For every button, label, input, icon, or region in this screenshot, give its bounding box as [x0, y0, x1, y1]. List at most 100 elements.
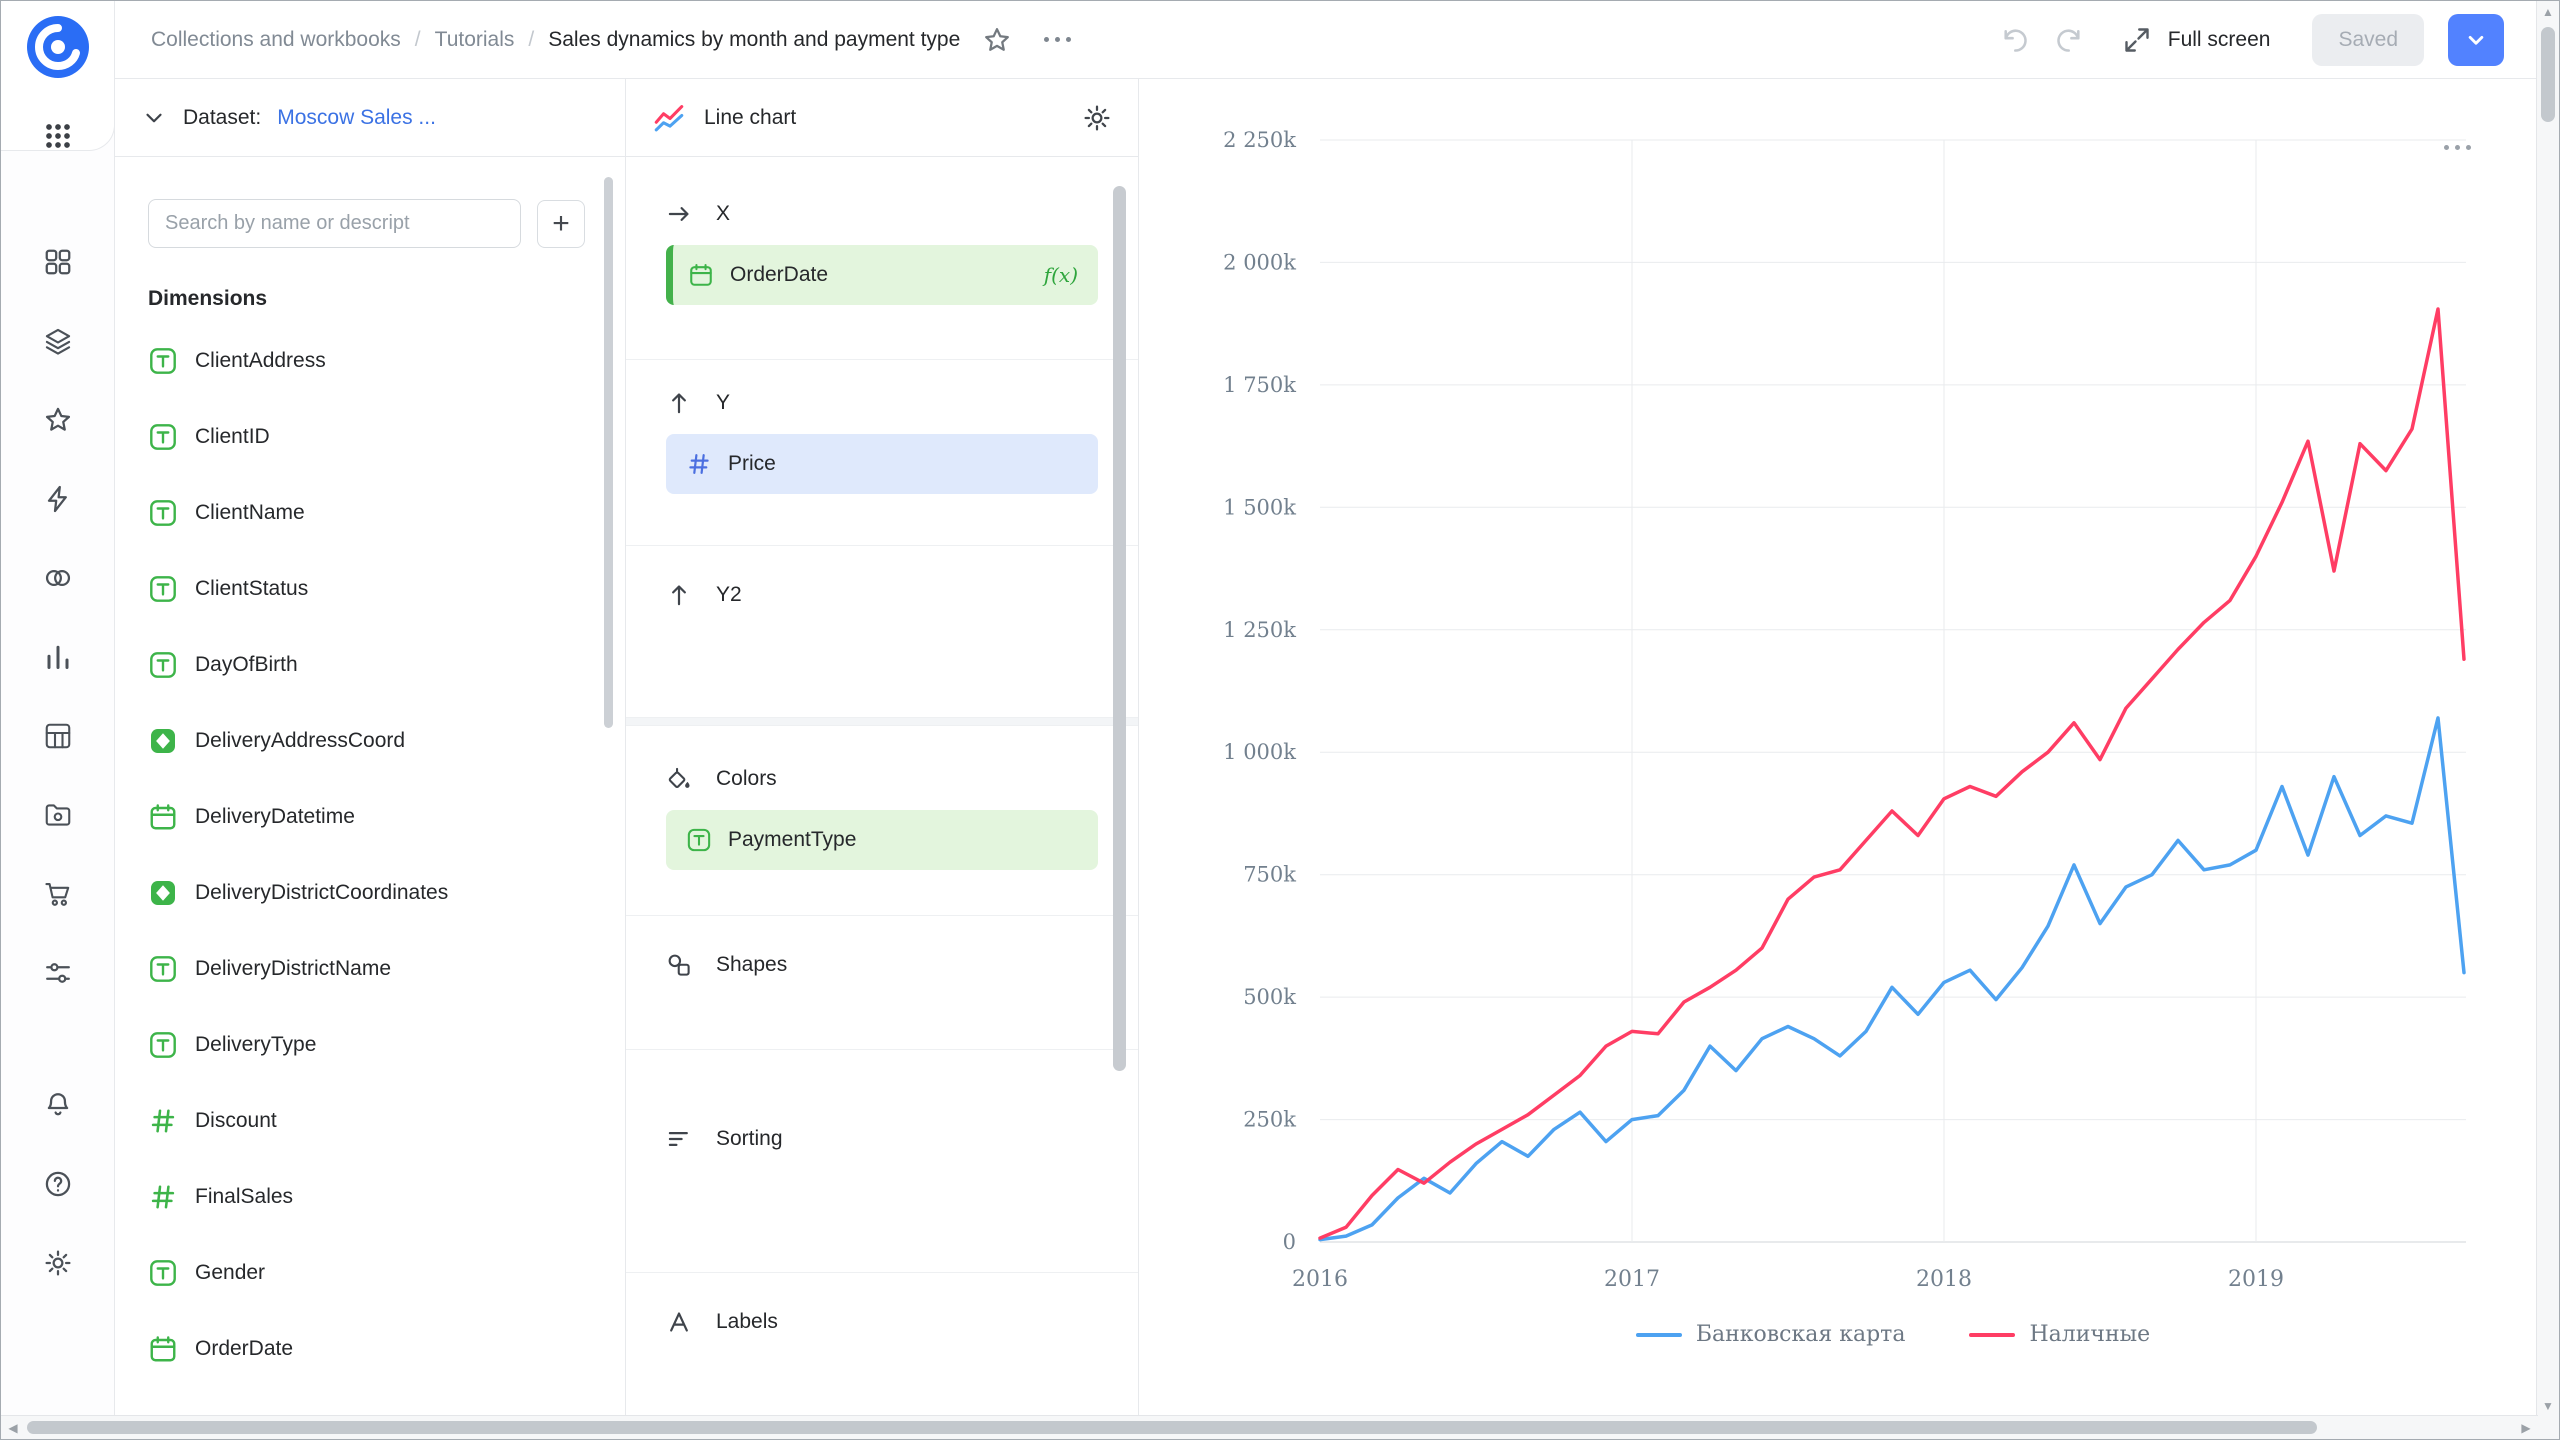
rail-logo-card: [1, 1, 115, 151]
field-name: Discount: [195, 1109, 277, 1132]
dataset-panel: Dataset: Moscow Sales ... + Dimensions C…: [115, 79, 626, 1417]
string-field-icon: [148, 498, 178, 528]
line-chart-plot[interactable]: 0 250k 500k 750k 1 000k 1 250k 1 500k 1 750k 2 0…: [1139, 79, 2545, 1417]
scroll-right-arrow-icon[interactable]: ▶: [2521, 1420, 2531, 1435]
star-icon[interactable]: [35, 397, 81, 443]
field-name: DeliveryDatetime: [195, 805, 355, 828]
section-y2: Y2: [626, 546, 1138, 718]
section-shapes: Shapes: [626, 916, 1138, 1050]
dataset-header: Dataset: Moscow Sales ...: [115, 79, 625, 157]
widgets-icon[interactable]: [35, 239, 81, 285]
x-field-orderdate[interactable]: OrderDate f(x): [666, 245, 1098, 305]
svg-text:2016: 2016: [1292, 1267, 1348, 1292]
string-field-icon: [148, 346, 178, 376]
chart-config-panel: Line chart X OrderDate f(x): [626, 79, 1139, 1417]
circles-icon[interactable]: [35, 555, 81, 601]
scroll-down-arrow-icon[interactable]: ▼: [2542, 1399, 2554, 1413]
y-field-price[interactable]: Price: [666, 434, 1098, 494]
breadcrumb-collections[interactable]: Collections and workbooks: [151, 27, 401, 51]
field-name: ClientID: [195, 425, 270, 448]
collapse-chevron-icon[interactable]: [141, 105, 167, 131]
saved-button[interactable]: Saved: [2312, 13, 2424, 66]
page-title: Sales dynamics by month and payment type: [548, 27, 961, 51]
scroll-left-arrow-icon[interactable]: ◀: [8, 1420, 18, 1435]
undo-icon[interactable]: [2000, 25, 2030, 55]
horizontal-scrollbar[interactable]: ◀ ▶: [1, 1415, 2538, 1439]
redo-icon[interactable]: [2054, 25, 2084, 55]
dataset-scrollbar[interactable]: [604, 177, 613, 728]
section-labels-label: Labels: [716, 1310, 778, 1333]
dataset-field-ClientName[interactable]: ClientName: [148, 475, 585, 551]
section-x-label: X: [716, 202, 731, 225]
field-name: ClientStatus: [195, 577, 309, 600]
dataset-field-ClientID[interactable]: ClientID: [148, 399, 585, 475]
dataset-field-DeliveryAddressCoord[interactable]: DeliveryAddressCoord: [148, 703, 585, 779]
dimensions-heading: Dimensions: [148, 287, 268, 310]
geo-field-icon: [148, 878, 178, 908]
dataset-field-ClientAddress[interactable]: ClientAddress: [148, 323, 585, 399]
chart-settings-gear-icon[interactable]: [1082, 103, 1112, 133]
section-colors-label: Colors: [716, 767, 777, 790]
apps-grid-icon[interactable]: [43, 121, 73, 151]
dataset-field-DeliveryType[interactable]: DeliveryType: [148, 1007, 585, 1083]
field-name: Gender: [195, 1261, 266, 1284]
datalens-logo-icon[interactable]: [26, 15, 90, 79]
add-field-button[interactable]: +: [537, 199, 585, 248]
svg-text:1 000k: 1 000k: [1223, 740, 1296, 764]
number-field-icon: [686, 451, 712, 477]
dataset-field-DeliveryDistrictName[interactable]: DeliveryDistrictName: [148, 931, 585, 1007]
string-field-icon: [148, 422, 178, 452]
more-menu-icon[interactable]: [1038, 31, 1077, 48]
dataset-field-DeliveryDatetime[interactable]: DeliveryDatetime: [148, 779, 585, 855]
horizontal-scroll-thumb[interactable]: [27, 1421, 2317, 1434]
chart-type-label[interactable]: Line chart: [704, 105, 797, 129]
series-Наличные[interactable]: [1318, 307, 2466, 1240]
help-icon[interactable]: [35, 1161, 81, 1207]
filters-icon[interactable]: [35, 950, 81, 996]
vertical-scroll-thumb[interactable]: [2541, 27, 2555, 122]
bolt-icon[interactable]: [35, 476, 81, 522]
layers-icon[interactable]: [35, 318, 81, 364]
chart-more-menu-icon[interactable]: [2436, 137, 2479, 158]
dataset-field-DayOfBirth[interactable]: DayOfBirth: [148, 627, 585, 703]
formula-icon[interactable]: f(x): [1043, 263, 1078, 287]
fullscreen-label[interactable]: Full screen: [2167, 27, 2271, 51]
bell-icon[interactable]: [35, 1082, 81, 1128]
config-scrollbar[interactable]: [1113, 186, 1126, 1071]
string-field-icon: [148, 1258, 178, 1288]
field-name: DeliveryAddressCoord: [195, 729, 406, 752]
table-icon[interactable]: [35, 713, 81, 759]
paint-bucket-icon: [666, 766, 692, 792]
save-dropdown-button[interactable]: [2448, 13, 2504, 66]
fullscreen-icon[interactable]: [2122, 25, 2152, 55]
svg-text:2019: 2019: [2228, 1267, 2284, 1292]
legend-line-icon: [1969, 1332, 2016, 1337]
field-name: DeliveryDistrictName: [195, 957, 392, 980]
breadcrumb-separator: /: [414, 27, 421, 51]
settings-icon[interactable]: [35, 1240, 81, 1286]
cart-icon[interactable]: [35, 871, 81, 917]
scroll-up-arrow-icon[interactable]: ▲: [2542, 5, 2554, 19]
section-shapes-label: Shapes: [716, 953, 788, 976]
line-chart-icon[interactable]: [652, 101, 686, 135]
colors-field-paymenttype[interactable]: PaymentType: [666, 810, 1098, 870]
search-input[interactable]: [148, 199, 521, 248]
dataset-label: Dataset:: [183, 105, 262, 129]
series-Банковская карта[interactable]: [1318, 716, 2466, 1242]
dataset-field-OrderDate[interactable]: OrderDate: [148, 1311, 585, 1387]
dataset-field-DeliveryDistrictCoordinates[interactable]: DeliveryDistrictCoordinates: [148, 855, 585, 931]
dataset-name-link[interactable]: Moscow Sales ...: [277, 105, 436, 129]
legend-item-Банковская карта[interactable]: Банковская карта: [1635, 1322, 1905, 1347]
dataset-field-Discount[interactable]: Discount: [148, 1083, 585, 1159]
dataset-field-FinalSales[interactable]: FinalSales: [148, 1159, 585, 1235]
folder-icon[interactable]: [35, 792, 81, 838]
vertical-scrollbar[interactable]: ▲ ▼: [2536, 1, 2559, 1439]
string-field-icon: [148, 650, 178, 680]
dataset-field-ClientStatus[interactable]: ClientStatus: [148, 551, 585, 627]
svg-text:1 750k: 1 750k: [1223, 373, 1296, 397]
favorite-star-icon[interactable]: [982, 25, 1012, 55]
bar-chart-icon[interactable]: [35, 634, 81, 680]
dataset-field-Gender[interactable]: Gender: [148, 1235, 585, 1311]
breadcrumb-tutorials[interactable]: Tutorials: [434, 27, 515, 51]
legend-item-Наличные[interactable]: Наличные: [1969, 1322, 2150, 1347]
